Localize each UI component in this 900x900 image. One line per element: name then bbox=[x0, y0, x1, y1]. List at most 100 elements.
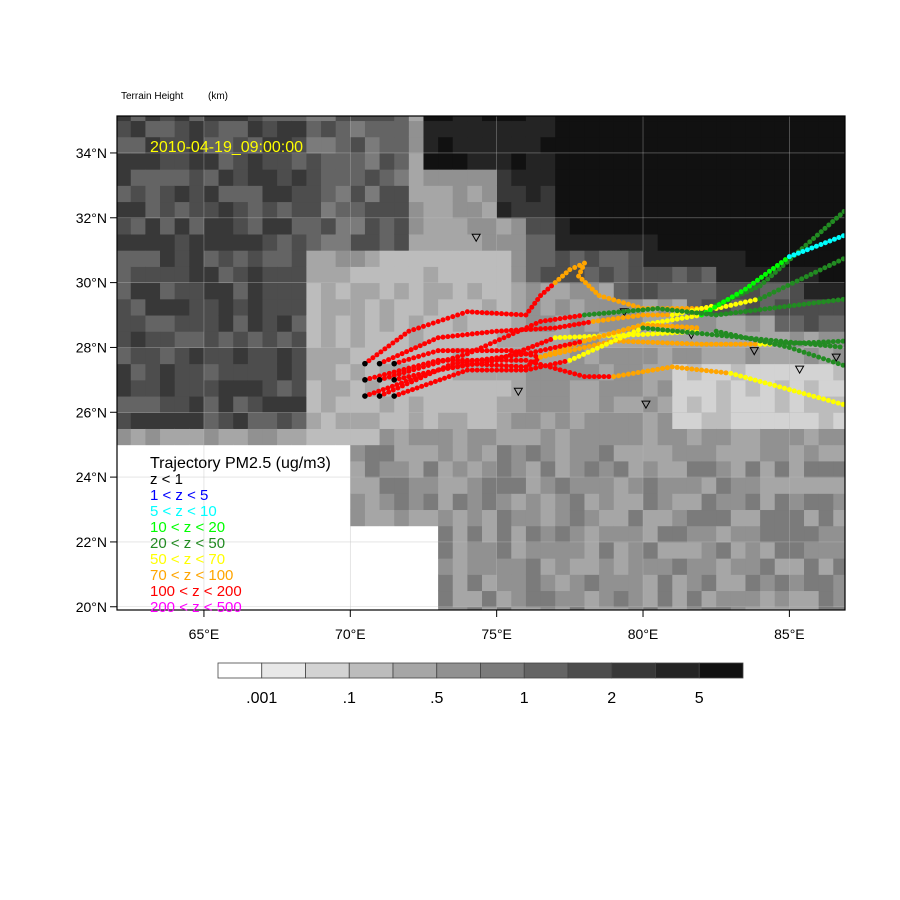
trajectory-point bbox=[767, 305, 773, 311]
trajectory-point bbox=[674, 324, 680, 330]
terrain-cell bbox=[730, 120, 746, 138]
trajectory-point bbox=[640, 339, 646, 345]
terrain-cell bbox=[496, 315, 512, 332]
terrain-cell bbox=[438, 412, 454, 429]
terrain-cell bbox=[335, 266, 351, 284]
terrain-cell bbox=[701, 116, 717, 122]
trajectory-point bbox=[803, 274, 809, 280]
terrain-cell bbox=[760, 120, 776, 138]
terrain-cell bbox=[716, 525, 732, 543]
legend-item: 200 < z < 500 bbox=[150, 599, 242, 616]
terrain-cell bbox=[774, 152, 790, 170]
terrain-cell bbox=[277, 509, 293, 527]
terrain-cell bbox=[555, 574, 571, 592]
trajectory-point bbox=[381, 375, 387, 381]
terrain-cell bbox=[628, 428, 644, 446]
terrain-cell bbox=[569, 185, 585, 203]
terrain-cell bbox=[818, 493, 834, 511]
terrain-cell bbox=[335, 116, 351, 122]
terrain-cell bbox=[467, 136, 483, 154]
terrain-cell bbox=[306, 217, 322, 235]
trajectory-point bbox=[527, 361, 533, 367]
trajectory-point bbox=[669, 340, 675, 346]
terrain-cell bbox=[452, 606, 468, 610]
trajectory-point bbox=[621, 338, 627, 344]
trajectory-point bbox=[796, 389, 802, 395]
trajectory-point bbox=[464, 359, 470, 365]
trajectory-point bbox=[620, 315, 626, 321]
terrain-cell bbox=[686, 217, 703, 235]
trajectory-point bbox=[625, 326, 631, 332]
trajectory-point bbox=[635, 332, 641, 338]
trajectory-point bbox=[773, 338, 779, 344]
trajectory-point bbox=[728, 310, 734, 316]
terrain-cell bbox=[584, 541, 600, 559]
terrain-cell bbox=[394, 233, 410, 251]
terrain-cell bbox=[555, 509, 571, 527]
trajectory-point bbox=[572, 313, 578, 319]
terrain-cell bbox=[247, 444, 263, 462]
terrain-cell bbox=[350, 347, 366, 365]
terrain-cell bbox=[452, 298, 468, 316]
terrain-cell bbox=[262, 298, 278, 316]
trajectory-point bbox=[655, 366, 661, 372]
trajectory-point bbox=[769, 273, 775, 279]
terrain-cell bbox=[306, 477, 322, 494]
trajectory-point bbox=[650, 312, 656, 318]
trajectory-point bbox=[788, 339, 794, 345]
terrain-cell bbox=[452, 541, 468, 559]
terrain-cell bbox=[657, 541, 673, 559]
terrain-cell bbox=[804, 606, 820, 610]
trajectory-point bbox=[733, 341, 739, 347]
terrain-cell bbox=[306, 315, 322, 332]
trajectory-point bbox=[728, 370, 734, 376]
terrain-cell bbox=[394, 412, 410, 429]
trajectory-point bbox=[778, 260, 784, 266]
terrain-cell bbox=[716, 116, 732, 122]
trajectory-point bbox=[455, 370, 461, 376]
terrain-cell bbox=[525, 266, 542, 284]
terrain-cell bbox=[452, 412, 468, 429]
terrain-cell bbox=[482, 152, 498, 170]
terrain-cell bbox=[599, 428, 615, 446]
trajectory-point bbox=[542, 353, 548, 359]
trajectory-point bbox=[460, 363, 466, 369]
terrain-cell bbox=[540, 233, 556, 251]
terrain-cell bbox=[525, 185, 542, 203]
terrain-cell bbox=[672, 169, 688, 186]
terrain-cell bbox=[760, 152, 776, 170]
terrain-cell bbox=[672, 606, 688, 610]
terrain-cell bbox=[818, 185, 834, 203]
terrain-cell bbox=[379, 590, 395, 608]
trajectory-point bbox=[758, 274, 764, 280]
terrain-cell bbox=[643, 396, 659, 413]
terrain-cell bbox=[496, 606, 512, 610]
terrain-cell bbox=[452, 396, 468, 413]
terrain-cell bbox=[262, 396, 278, 413]
trajectory-point bbox=[601, 374, 607, 380]
trajectory-point bbox=[577, 372, 583, 378]
terrain-cell bbox=[379, 460, 395, 478]
trajectory-point bbox=[739, 334, 745, 340]
terrain-cell bbox=[774, 233, 790, 251]
trajectory-point bbox=[395, 353, 401, 359]
terrain-cell bbox=[833, 428, 845, 446]
terrain-cell bbox=[730, 152, 746, 170]
terrain-cell bbox=[643, 250, 659, 267]
trajectory-point bbox=[386, 370, 392, 376]
terrain-cell bbox=[335, 282, 351, 300]
trajectory-point bbox=[630, 370, 636, 376]
trajectory-point bbox=[757, 378, 763, 384]
trajectory-point bbox=[582, 280, 588, 286]
trajectory-point bbox=[386, 343, 392, 349]
trajectory-point bbox=[464, 351, 470, 357]
terrain-cell bbox=[657, 185, 673, 203]
terrain-cell bbox=[686, 347, 703, 365]
terrain-cell bbox=[540, 298, 556, 316]
trajectory-point bbox=[372, 374, 378, 380]
terrain-cell bbox=[145, 396, 161, 413]
trajectory-point bbox=[445, 334, 451, 340]
terrain-cell bbox=[306, 428, 322, 446]
terrain-cell bbox=[657, 201, 673, 219]
trajectory-point bbox=[450, 361, 456, 367]
